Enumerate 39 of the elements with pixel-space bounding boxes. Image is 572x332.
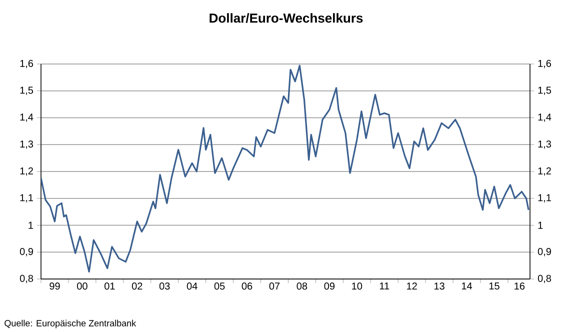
y-tick-label: 1,5 (20, 86, 34, 95)
x-tick-label: 05 (214, 282, 225, 290)
y2-tick-label: 1,2 (538, 167, 551, 176)
x-tick-label: 13 (434, 282, 444, 290)
y-tick-label: 1,3 (20, 140, 34, 149)
x-tick-label: 14 (462, 282, 472, 290)
y-tick-label: 1,4 (20, 114, 34, 122)
x-tick-label: 15 (489, 282, 500, 290)
x-tick-label: 00 (77, 282, 88, 290)
x-tick-label: 99 (50, 282, 60, 290)
x-tick-label: 07 (269, 282, 280, 290)
x-tick-label: 04 (186, 282, 198, 290)
y2-tick-label: 1,3 (538, 140, 552, 149)
x-tick-label: 09 (324, 282, 335, 290)
y2-tick-label: 1,1 (538, 194, 551, 202)
chart-title: Dollar/Euro-Wechselkurs (210, 13, 363, 23)
x-tick-label: 02 (132, 282, 142, 290)
y-tick-label: 1,2 (20, 167, 33, 176)
x-tick-label: 01 (104, 282, 115, 290)
x-tick-label: 03 (159, 282, 170, 290)
line-series (41, 64, 530, 273)
y2-tick-label: 1,6 (538, 60, 552, 68)
x-tick-label: 06 (242, 282, 252, 290)
x-tick-label: 08 (296, 282, 308, 290)
y2-tick-label: 0,9 (538, 248, 551, 256)
x-tick-label: 12 (407, 282, 417, 290)
y2-tick-label: 1,5 (538, 86, 552, 95)
x-tick-label: 10 (352, 282, 362, 290)
y-tick-label: 0,9 (20, 248, 34, 256)
y-tick-label: 0,8 (20, 274, 34, 284)
y-tick-label: 1,1 (20, 194, 33, 202)
source-note: Quelle: Europäische Zentralbank (4, 320, 136, 328)
y-tick-label: 1,6 (20, 60, 34, 68)
y-tick-label: 1 (28, 222, 33, 229)
y2-tick-label: 0,8 (538, 274, 552, 284)
y2-tick-label: 1 (538, 222, 543, 229)
y2-tick-label: 1,4 (538, 114, 552, 122)
x-tick-label: 16 (514, 282, 525, 290)
x-tick-label: 11 (380, 282, 390, 290)
